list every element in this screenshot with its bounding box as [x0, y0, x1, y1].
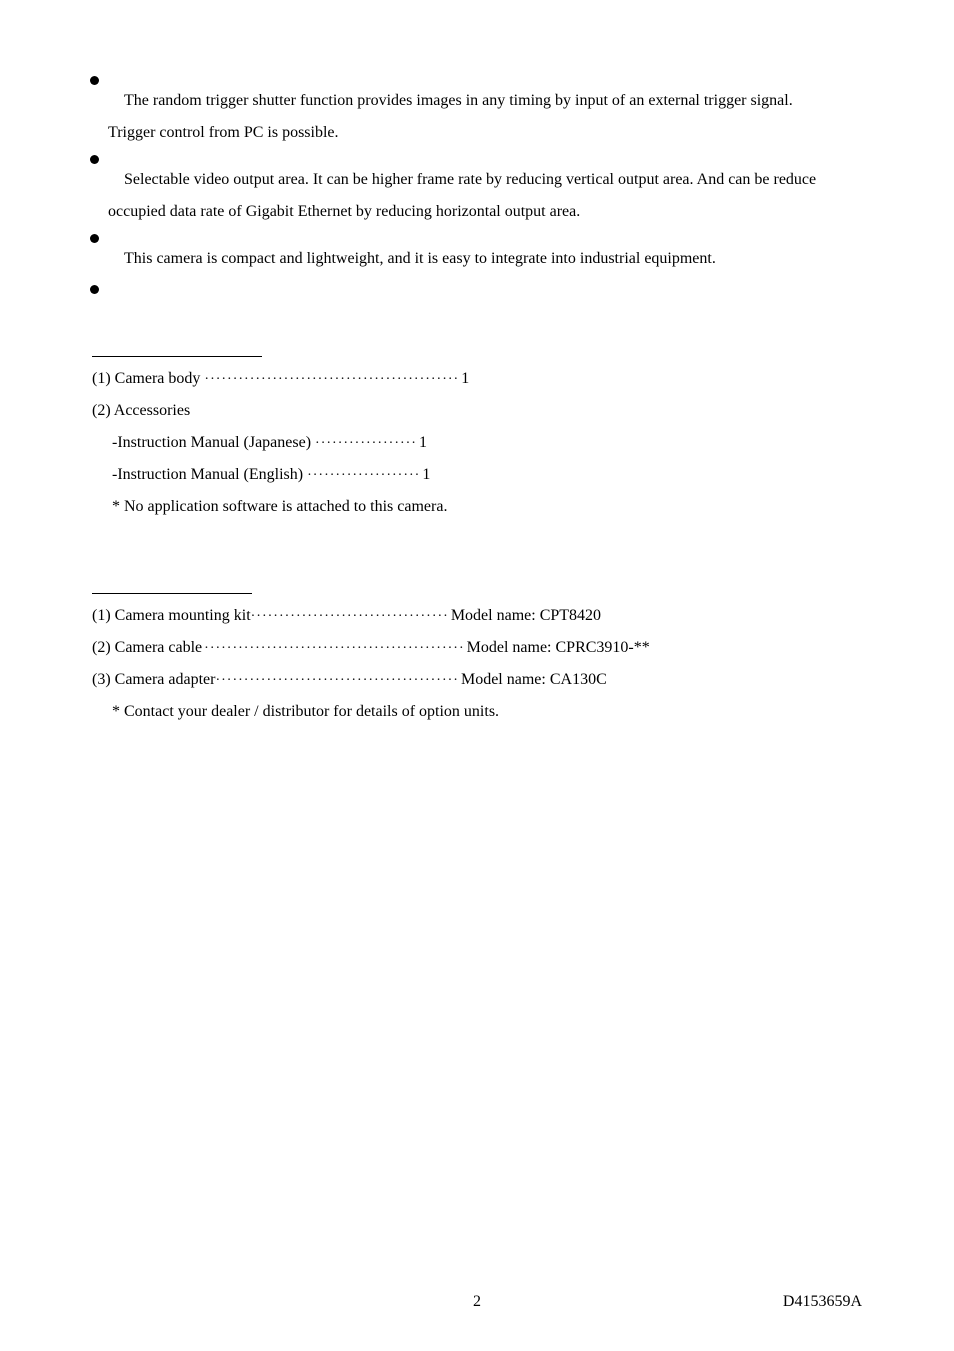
page-footer: 2 D4153659A: [0, 1293, 954, 1311]
line-camera-cable: (2) Camera cable ·······················…: [92, 632, 862, 664]
document-body: The random trigger shutter function prov…: [92, 76, 862, 728]
bullet-dot-icon: [90, 155, 99, 164]
camera-body-value: 1: [461, 363, 469, 395]
section-a-rule: [92, 356, 262, 357]
accessories-label: (2) Accessories: [92, 395, 190, 427]
line-camera-body: (1) Camera body ························…: [92, 363, 862, 395]
bullet-4: [90, 285, 862, 294]
line-mount-kit: (1) Camera mounting kit ················…: [92, 600, 862, 632]
line-camera-adapter: (3) Camera adapter ·····················…: [92, 664, 862, 696]
line-accessories: (2) Accessories: [92, 395, 862, 427]
section-a-footnote: * No application software is attached to…: [112, 491, 862, 523]
bullet-3-line-1: This camera is compact and lightweight, …: [108, 243, 862, 275]
bullet-2-line-1: Selectable video output area. It can be …: [108, 164, 862, 196]
section-b-footnote: * Contact your dealer / distributor for …: [112, 696, 862, 728]
dots: ····················: [307, 462, 420, 490]
bullet-3: [90, 234, 862, 243]
bullet-1-line-2: Trigger control from PC is possible.: [108, 117, 862, 149]
bullet-1: [90, 76, 862, 85]
adapter-value: Model name: CA130C: [461, 664, 607, 696]
mount-kit-label: (1) Camera mounting kit: [92, 600, 251, 632]
mount-kit-value: Model name: CPT8420: [451, 600, 601, 632]
bullet-dot-icon: [90, 285, 99, 294]
bullet-2-line-2: occupied data rate of Gigabit Ethernet b…: [108, 196, 862, 228]
bullet-2-paragraph: Selectable video output area. It can be …: [108, 164, 862, 228]
adapter-label: (3) Camera adapter: [92, 664, 215, 696]
camera-body-label: (1) Camera body: [92, 363, 200, 395]
bullet-1-line-1: The random trigger shutter function prov…: [108, 85, 862, 117]
manual-jp-value: 1: [419, 427, 427, 459]
dots: ···································: [251, 603, 449, 631]
bullet-dot-icon: [90, 234, 99, 243]
cable-label: (2) Camera cable: [92, 632, 202, 664]
bullet-3-paragraph: This camera is compact and lightweight, …: [108, 243, 862, 275]
dots: ········································…: [204, 635, 464, 663]
line-manual-jp: -Instruction Manual (Japanese) ·········…: [112, 427, 862, 459]
dots: ··················: [315, 430, 417, 458]
bullet-2: [90, 155, 862, 164]
manual-jp-label: -Instruction Manual (Japanese): [112, 427, 311, 459]
manual-en-label: -Instruction Manual (English): [112, 459, 303, 491]
bullet-1-paragraph: The random trigger shutter function prov…: [108, 85, 862, 149]
page-number: 2: [0, 1293, 954, 1311]
bullet-dot-icon: [90, 76, 99, 85]
dots: ········································…: [215, 667, 458, 695]
line-manual-en: -Instruction Manual (English) ··········…: [112, 459, 862, 491]
dots: ········································…: [204, 366, 459, 394]
cable-value: Model name: CPRC3910-**: [467, 632, 650, 664]
section-b-rule: [92, 593, 252, 594]
manual-en-value: 1: [422, 459, 430, 491]
